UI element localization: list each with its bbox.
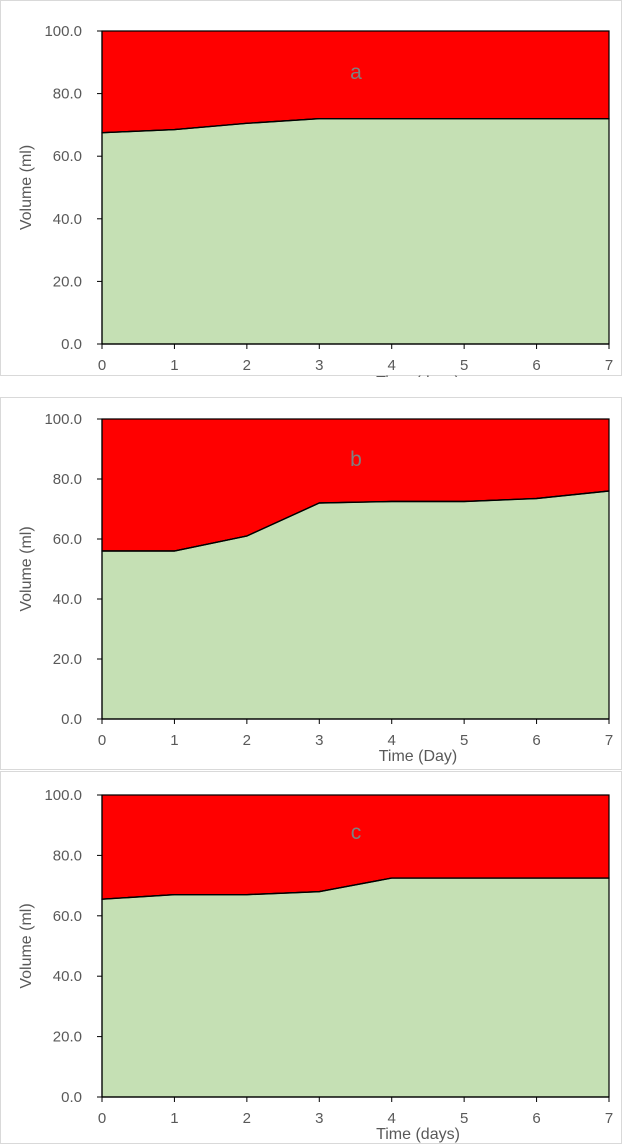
x-tick-label-b-6: 6 [532, 732, 540, 749]
boundary-line-c [101, 877, 609, 900]
x-tick-label-a-7: 7 [605, 357, 613, 374]
y-tick-label-a-0: 0.0 [61, 336, 82, 353]
x-axis-title-c: Time (days) [376, 1126, 460, 1143]
area-lower-a [101, 118, 610, 345]
x-tick-label-a-5: 5 [460, 357, 468, 374]
chart-svg-a: 0 1 2 3 4 5 6 7 0.0 20.0 40.0 60.0 80.0 100.0 a Time (d… [18, 23, 613, 377]
chart-svg-b: 0 1 2 3 4 5 6 7 0.0 20.0 40.0 60.0 80.0 100.0 b Time (D… [18, 411, 613, 765]
x-tick-label-a-6: 6 [532, 357, 540, 374]
y-tick-label-b-4: 80.0 [53, 471, 82, 488]
y-tick-label-c-0: 0.0 [61, 1089, 82, 1106]
boundary-line-b [102, 490, 610, 552]
y-tick-label-a-4: 80.0 [53, 86, 82, 103]
x-tick-label-c-3: 3 [315, 1110, 323, 1127]
y-tick-label-b-3: 60.0 [53, 531, 82, 548]
y-tick-label-c-5: 100.0 [44, 787, 82, 804]
y-axis-title-b: Volume (ml) [18, 526, 35, 611]
x-tick-label-c-4: 4 [388, 1110, 396, 1127]
x-tick-label-a-2: 2 [243, 357, 251, 374]
panel-letter-c: c [351, 821, 362, 844]
x-tick-label-b-0: 0 [98, 732, 106, 749]
chart-panel-a: 0 1 2 3 4 5 6 7 0.0 20.0 40.0 60.0 80.0 100.0 a Time (d… [0, 0, 622, 377]
x-tick-label-b-4: 4 [388, 732, 396, 749]
x-tick-label-c-7: 7 [605, 1110, 613, 1127]
y-axis-title-a: Volume (ml) [18, 145, 35, 230]
x-tick-label-a-4: 4 [388, 357, 396, 374]
y-tick-label-a-1: 20.0 [53, 273, 82, 290]
x-tick-label-b-5: 5 [460, 732, 468, 749]
y-tick-label-a-2: 40.0 [53, 211, 82, 228]
x-tick-label-b-2: 2 [243, 732, 251, 749]
panel-letter-b: b [350, 448, 362, 471]
chart-panel-c: 0 1 2 3 4 5 6 7 0.0 20.0 40.0 60.0 80.0 100.0 c Time (d… [0, 771, 622, 1144]
y-tick-label-a-3: 60.0 [53, 148, 82, 165]
x-axis-title-b: Time (Day) [379, 748, 458, 765]
y-tick-label-c-3: 60.0 [53, 908, 82, 925]
x-tick-label-c-6: 6 [532, 1110, 540, 1127]
panel-letter-a: a [350, 61, 362, 84]
area-lower-c [101, 877, 610, 1098]
y-tick-label-b-2: 40.0 [53, 591, 82, 608]
y-tick-label-a-5: 100.0 [44, 23, 82, 40]
y-tick-label-b-0: 0.0 [61, 711, 82, 728]
y-tick-label-b-1: 20.0 [53, 651, 82, 668]
x-tick-label-c-0: 0 [98, 1110, 106, 1127]
x-tick-label-b-1: 1 [170, 732, 178, 749]
y-axis-title-c: Volume (ml) [18, 903, 35, 988]
x-tick-label-a-0: 0 [98, 357, 106, 374]
y-tick-label-c-2: 40.0 [53, 968, 82, 985]
x-tick-label-b-7: 7 [605, 732, 613, 749]
chart-svg-c: 0 1 2 3 4 5 6 7 0.0 20.0 40.0 60.0 80.0 100.0 c Time (d… [18, 787, 613, 1143]
x-tick-label-b-3: 3 [315, 732, 323, 749]
x-tick-label-c-2: 2 [243, 1110, 251, 1127]
x-tick-label-c-1: 1 [170, 1110, 178, 1127]
x-axis-title-a: Time (days) [376, 374, 460, 377]
x-tick-label-a-3: 3 [315, 357, 323, 374]
chart-panel-b: 0 1 2 3 4 5 6 7 0.0 20.0 40.0 60.0 80.0 100.0 b Time (D… [0, 397, 622, 770]
x-tick-label-a-1: 1 [170, 357, 178, 374]
y-tick-label-b-5: 100.0 [44, 411, 82, 428]
y-tick-label-c-1: 20.0 [53, 1029, 82, 1046]
y-tick-label-c-4: 80.0 [53, 847, 82, 864]
x-tick-label-c-5: 5 [460, 1110, 468, 1127]
boundary-line-a [101, 117, 609, 134]
